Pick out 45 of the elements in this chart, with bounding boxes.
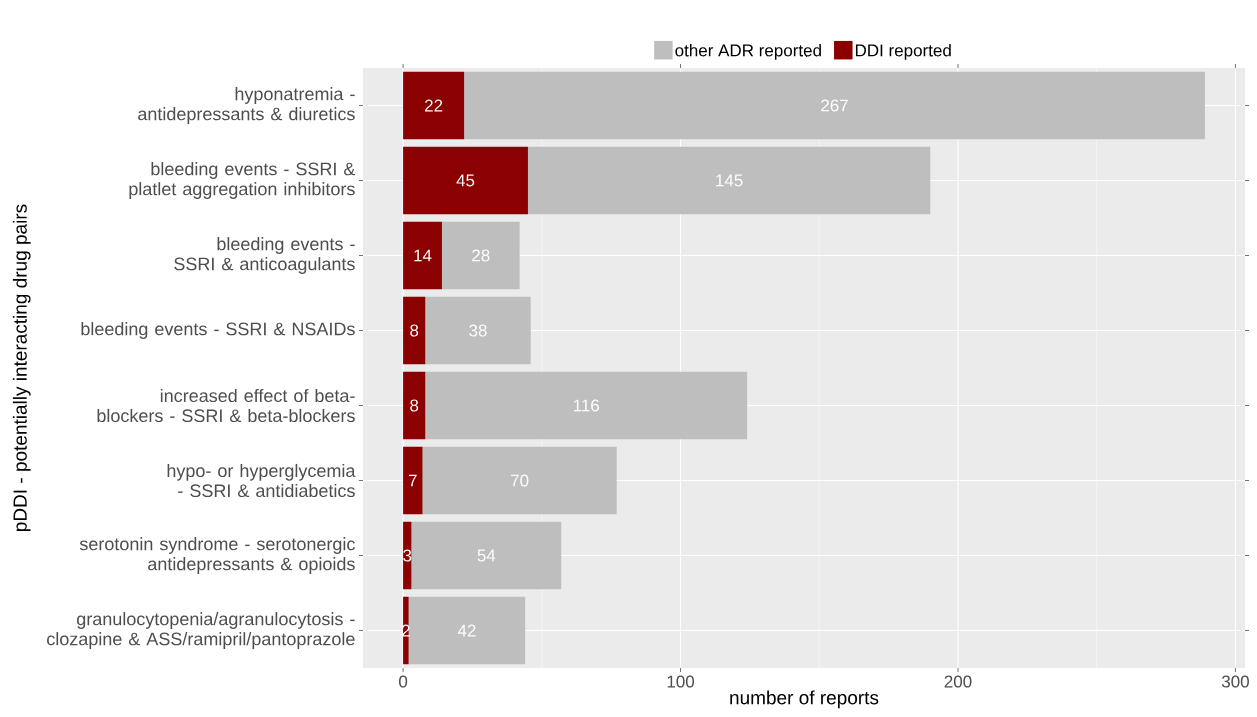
bar — [403, 371, 426, 440]
data-label: 42 — [457, 624, 476, 637]
data-label: 7 — [408, 474, 417, 487]
legend-label: DDI reported — [855, 43, 951, 60]
y-tick-label: bleeding events - SSRI & platlet aggregation inhibitors — [129, 162, 356, 199]
data-label: 14 — [414, 249, 432, 262]
x-tick-label: 100 — [667, 675, 695, 688]
data-label: 116 — [573, 399, 600, 412]
data-label: 38 — [469, 324, 487, 337]
data-label: 145 — [716, 174, 743, 187]
y-axis-title: pDDI - potentially interacting drug pairs — [12, 204, 31, 531]
y-tick-label: granulocytopenia/agranulocytosis - clozapine & ASS/ramipril/pantoprazole — [47, 612, 355, 649]
data-label: 28 — [472, 249, 490, 262]
bar — [408, 596, 526, 665]
y-tick-label: serotonin syndrome - serotonergic antidepressants & opioids — [79, 537, 355, 574]
bar — [403, 446, 423, 515]
bar — [527, 146, 931, 215]
x-tick-label: 300 — [1221, 675, 1249, 688]
bar — [425, 296, 531, 365]
bar — [441, 221, 520, 290]
data-label: 8 — [410, 324, 419, 337]
bar — [403, 221, 442, 290]
bar — [403, 296, 426, 365]
data-label: 45 — [456, 174, 475, 187]
data-label: 8 — [410, 399, 419, 412]
data-label: 22 — [425, 99, 443, 112]
x-tick-label: 200 — [944, 675, 972, 688]
bar — [403, 146, 528, 215]
x-axis-title: number of reports — [730, 690, 879, 709]
bar — [425, 371, 748, 440]
y-tick-label: hypo- or hyperglycemia - SSRI & antidiabetics — [167, 463, 356, 498]
data-label: 3 — [403, 549, 412, 562]
y-tick-label: bleeding events - SSRI & anticoagulants — [174, 237, 355, 274]
bar — [403, 71, 465, 140]
data-label: 267 — [821, 99, 848, 112]
y-tick-label: bleeding events - SSRI & NSAIDs — [81, 322, 355, 339]
x-tick-label: 0 — [399, 675, 408, 688]
data-label: 54 — [477, 549, 496, 562]
bar — [422, 446, 617, 515]
bar — [411, 521, 562, 590]
legend-label: other ADR reported — [675, 43, 821, 60]
y-tick-label: increased effect of beta-blockers - SSRI & beta-blockers — [97, 388, 355, 423]
y-tick-label: hyponatremia - antidepressants & diuretics — [138, 87, 355, 124]
data-label: 70 — [511, 474, 529, 487]
bar — [464, 71, 1205, 140]
